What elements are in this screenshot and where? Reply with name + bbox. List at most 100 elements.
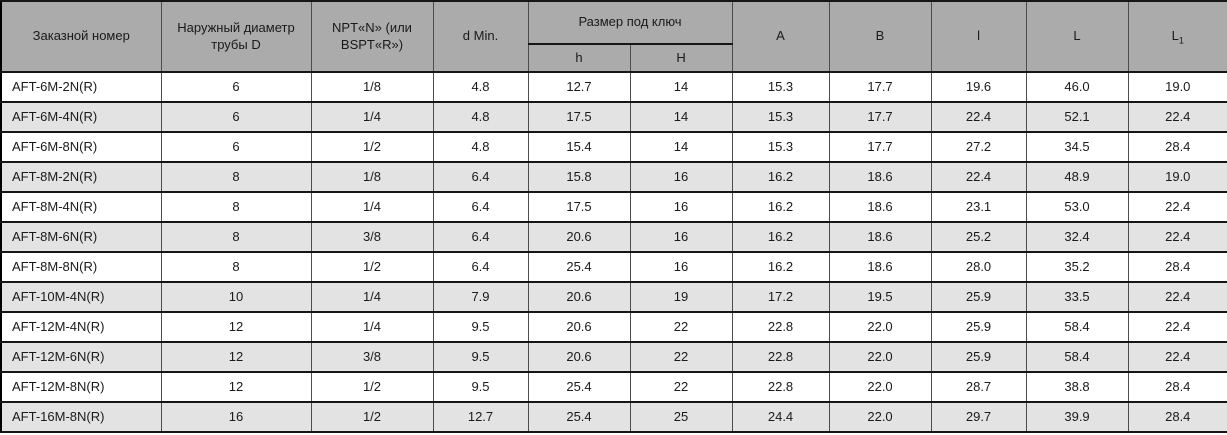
cell-l1: 19.0 xyxy=(1127,161,1227,193)
cell-l-small: 25.9 xyxy=(930,311,1027,343)
header-cell-thread: NPT«N» (или BSPT«R») xyxy=(310,0,434,73)
cell-l-small: 25.2 xyxy=(930,221,1027,253)
cell-a: 16.2 xyxy=(731,221,830,253)
cell-b: 17.7 xyxy=(828,131,932,163)
cell-l-big: 38.8 xyxy=(1025,371,1129,403)
table-row: AFT-8M-4N(R) 8 1/4 6.4 17.5 16 16.2 18.6… xyxy=(0,191,1227,223)
cell-order-number: AFT-8M-4N(R) xyxy=(0,191,162,223)
cell-h-big: 19 xyxy=(629,281,733,313)
table-row: AFT-8M-2N(R) 8 1/8 6.4 15.8 16 16.2 18.6… xyxy=(0,161,1227,193)
cell-thread: 1/2 xyxy=(310,371,434,403)
l1-subscript: 1 xyxy=(1178,35,1184,46)
cell-order-number: AFT-8M-2N(R) xyxy=(0,161,162,193)
cell-l1: 22.4 xyxy=(1127,191,1227,223)
cell-a: 22.8 xyxy=(731,311,830,343)
cell-h-big: 16 xyxy=(629,221,733,253)
cell-l-small: 28.0 xyxy=(930,251,1027,283)
table-row: AFT-12M-8N(R) 12 1/2 9.5 25.4 22 22.8 22… xyxy=(0,371,1227,403)
cell-h-small: 20.6 xyxy=(527,281,631,313)
cell-outer-diameter: 8 xyxy=(160,191,312,223)
cell-outer-diameter: 8 xyxy=(160,251,312,283)
cell-h-big: 16 xyxy=(629,161,733,193)
cell-b: 18.6 xyxy=(828,191,932,223)
cell-l-small: 27.2 xyxy=(930,131,1027,163)
cell-l1: 22.4 xyxy=(1127,221,1227,253)
cell-outer-diameter: 6 xyxy=(160,131,312,163)
cell-l-big: 32.4 xyxy=(1025,221,1129,253)
cell-l1: 22.4 xyxy=(1127,311,1227,343)
cell-order-number: AFT-12M-4N(R) xyxy=(0,311,162,343)
table-row: AFT-12M-6N(R) 12 3/8 9.5 20.6 22 22.8 22… xyxy=(0,341,1227,373)
cell-outer-diameter: 6 xyxy=(160,71,312,103)
cell-order-number: AFT-8M-8N(R) xyxy=(0,251,162,283)
cell-a: 15.3 xyxy=(731,101,830,133)
cell-d-min: 4.8 xyxy=(432,131,529,163)
cell-d-min: 6.4 xyxy=(432,251,529,283)
header-cell-wrench-size: Размер под ключ xyxy=(527,0,733,45)
cell-h-big: 22 xyxy=(629,311,733,343)
cell-order-number: AFT-8M-6N(R) xyxy=(0,221,162,253)
table-body: AFT-6M-2N(R) 6 1/8 4.8 12.7 14 15.3 17.7… xyxy=(0,71,1227,433)
cell-a: 15.3 xyxy=(731,131,830,163)
cell-b: 18.6 xyxy=(828,251,932,283)
cell-order-number: AFT-6M-4N(R) xyxy=(0,101,162,133)
cell-b: 17.7 xyxy=(828,71,932,103)
header-cell-a: A xyxy=(731,0,830,73)
cell-l1: 28.4 xyxy=(1127,251,1227,283)
header-cell-d-min: d Min. xyxy=(432,0,529,73)
cell-l1: 22.4 xyxy=(1127,101,1227,133)
cell-l1: 22.4 xyxy=(1127,341,1227,373)
cell-b: 19.5 xyxy=(828,281,932,313)
table-row: AFT-6M-2N(R) 6 1/8 4.8 12.7 14 15.3 17.7… xyxy=(0,71,1227,103)
cell-l-big: 33.5 xyxy=(1025,281,1129,313)
cell-l-small: 25.9 xyxy=(930,341,1027,373)
cell-h-small: 17.5 xyxy=(527,101,631,133)
cell-a: 16.2 xyxy=(731,251,830,283)
cell-thread: 1/8 xyxy=(310,161,434,193)
table-row: AFT-6M-8N(R) 6 1/2 4.8 15.4 14 15.3 17.7… xyxy=(0,131,1227,163)
table-row: AFT-12M-4N(R) 12 1/4 9.5 20.6 22 22.8 22… xyxy=(0,311,1227,343)
cell-thread: 3/8 xyxy=(310,221,434,253)
cell-h-small: 15.4 xyxy=(527,131,631,163)
cell-outer-diameter: 12 xyxy=(160,371,312,403)
cell-l-small: 29.7 xyxy=(930,401,1027,433)
cell-h-small: 20.6 xyxy=(527,221,631,253)
cell-b: 17.7 xyxy=(828,101,932,133)
cell-d-min: 4.8 xyxy=(432,71,529,103)
cell-l-small: 19.6 xyxy=(930,71,1027,103)
cell-outer-diameter: 6 xyxy=(160,101,312,133)
cell-order-number: AFT-6M-2N(R) xyxy=(0,71,162,103)
cell-h-small: 12.7 xyxy=(527,71,631,103)
cell-l1: 22.4 xyxy=(1127,281,1227,313)
header-cell-l-big: L xyxy=(1025,0,1129,73)
cell-l-small: 22.4 xyxy=(930,101,1027,133)
cell-order-number: AFT-6M-8N(R) xyxy=(0,131,162,163)
cell-order-number: AFT-10M-4N(R) xyxy=(0,281,162,313)
table-header: Заказной номер Наружный диаметр трубы D … xyxy=(0,0,1227,73)
cell-thread: 1/4 xyxy=(310,311,434,343)
cell-l-big: 35.2 xyxy=(1025,251,1129,283)
table-row: AFT-10M-4N(R) 10 1/4 7.9 20.6 19 17.2 19… xyxy=(0,281,1227,313)
cell-thread: 1/8 xyxy=(310,71,434,103)
cell-thread: 1/2 xyxy=(310,131,434,163)
cell-d-min: 7.9 xyxy=(432,281,529,313)
cell-l-small: 28.7 xyxy=(930,371,1027,403)
cell-h-small: 20.6 xyxy=(527,311,631,343)
table-row: AFT-16M-8N(R) 16 1/2 12.7 25.4 25 24.4 2… xyxy=(0,401,1227,433)
table-row: AFT-8M-8N(R) 8 1/2 6.4 25.4 16 16.2 18.6… xyxy=(0,251,1227,283)
cell-outer-diameter: 12 xyxy=(160,341,312,373)
cell-l1: 19.0 xyxy=(1127,71,1227,103)
header-cell-outer-diameter: Наружный диаметр трубы D xyxy=(160,0,312,73)
cell-b: 22.0 xyxy=(828,311,932,343)
cell-outer-diameter: 12 xyxy=(160,311,312,343)
table-row: AFT-6M-4N(R) 6 1/4 4.8 17.5 14 15.3 17.7… xyxy=(0,101,1227,133)
cell-d-min: 12.7 xyxy=(432,401,529,433)
cell-a: 24.4 xyxy=(731,401,830,433)
cell-b: 18.6 xyxy=(828,221,932,253)
cell-h-small: 25.4 xyxy=(527,251,631,283)
header-cell-h-small: h xyxy=(527,43,631,73)
cell-a: 17.2 xyxy=(731,281,830,313)
cell-l-small: 25.9 xyxy=(930,281,1027,313)
cell-outer-diameter: 8 xyxy=(160,221,312,253)
